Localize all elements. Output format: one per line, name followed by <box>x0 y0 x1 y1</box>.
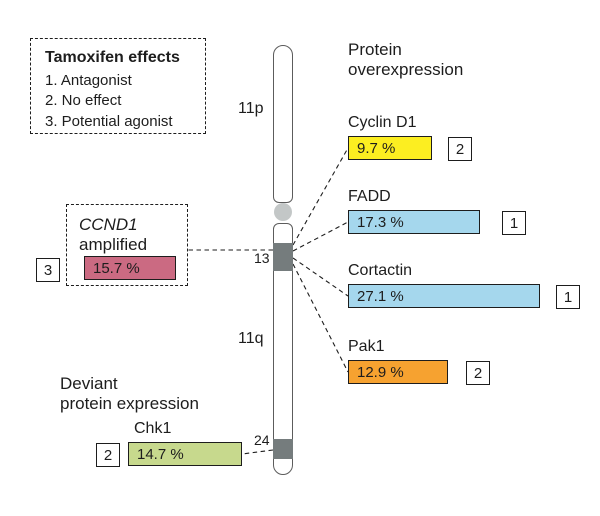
heading-line1: Protein <box>348 40 402 59</box>
protein-label-chk1: Chk1 <box>134 420 171 438</box>
legend-item-2: 2. No effect <box>45 91 191 111</box>
legend-title: Tamoxifen effects <box>45 49 191 67</box>
tamoxifen-effects-legend: Tamoxifen effects 1. Antagonist 2. No ef… <box>30 38 206 134</box>
diagram-stage: 11p 11q 13 24 Tamoxifen effects 1. Antag… <box>0 0 600 516</box>
protein-label-cortactin: Cortactin <box>348 262 412 280</box>
heading-line2: overexpression <box>348 60 463 79</box>
legend-item-3: 3. Potential agonist <box>45 112 191 132</box>
heading-line1: Deviant <box>60 374 118 393</box>
heading-line2: protein expression <box>60 394 199 413</box>
ccnd1-percent: 15.7 % <box>93 260 140 277</box>
ccnd1-rest: amplified <box>79 235 175 255</box>
protein-bar-chk1: 14.7 % <box>128 442 242 466</box>
ccnd1-effect-box: 3 <box>36 258 60 282</box>
band-11q13 <box>273 243 293 271</box>
band-11q24 <box>273 439 293 459</box>
protein-label-pak1: Pak1 <box>348 338 384 356</box>
band-label-13: 13 <box>254 250 270 266</box>
effect-box-fadd: 1 <box>502 211 526 235</box>
effect-box-pak1: 2 <box>466 361 490 385</box>
effect-box-cyclin_d1: 2 <box>448 137 472 161</box>
label-11p: 11p <box>238 100 264 118</box>
protein-bar-pak1: 12.9 % <box>348 360 448 384</box>
heading-protein-overexpression: Protein overexpression <box>348 40 463 81</box>
legend-item-1: 1. Antagonist <box>45 71 191 91</box>
centromere <box>274 203 292 221</box>
protein-bar-cortactin: 27.1 % <box>348 284 540 308</box>
heading-deviant-protein-expression: Deviant protein expression <box>60 374 199 415</box>
ccnd1-bar: 15.7 % <box>84 256 176 280</box>
label-11q: 11q <box>238 330 264 348</box>
chromosome-11 <box>273 45 293 475</box>
ccnd1-title: CCND1 amplified <box>79 215 175 254</box>
band-label-24: 24 <box>254 432 270 448</box>
effect-box-chk1: 2 <box>96 443 120 467</box>
protein-bar-cyclin_d1: 9.7 % <box>348 136 432 160</box>
protein-bar-fadd: 17.3 % <box>348 210 480 234</box>
chromosome-p-arm <box>273 45 293 203</box>
protein-label-cyclin_d1: Cyclin D1 <box>348 114 416 132</box>
ccnd1-italic: CCND1 <box>79 215 138 234</box>
effect-box-cortactin: 1 <box>556 285 580 309</box>
protein-label-fadd: FADD <box>348 188 391 206</box>
